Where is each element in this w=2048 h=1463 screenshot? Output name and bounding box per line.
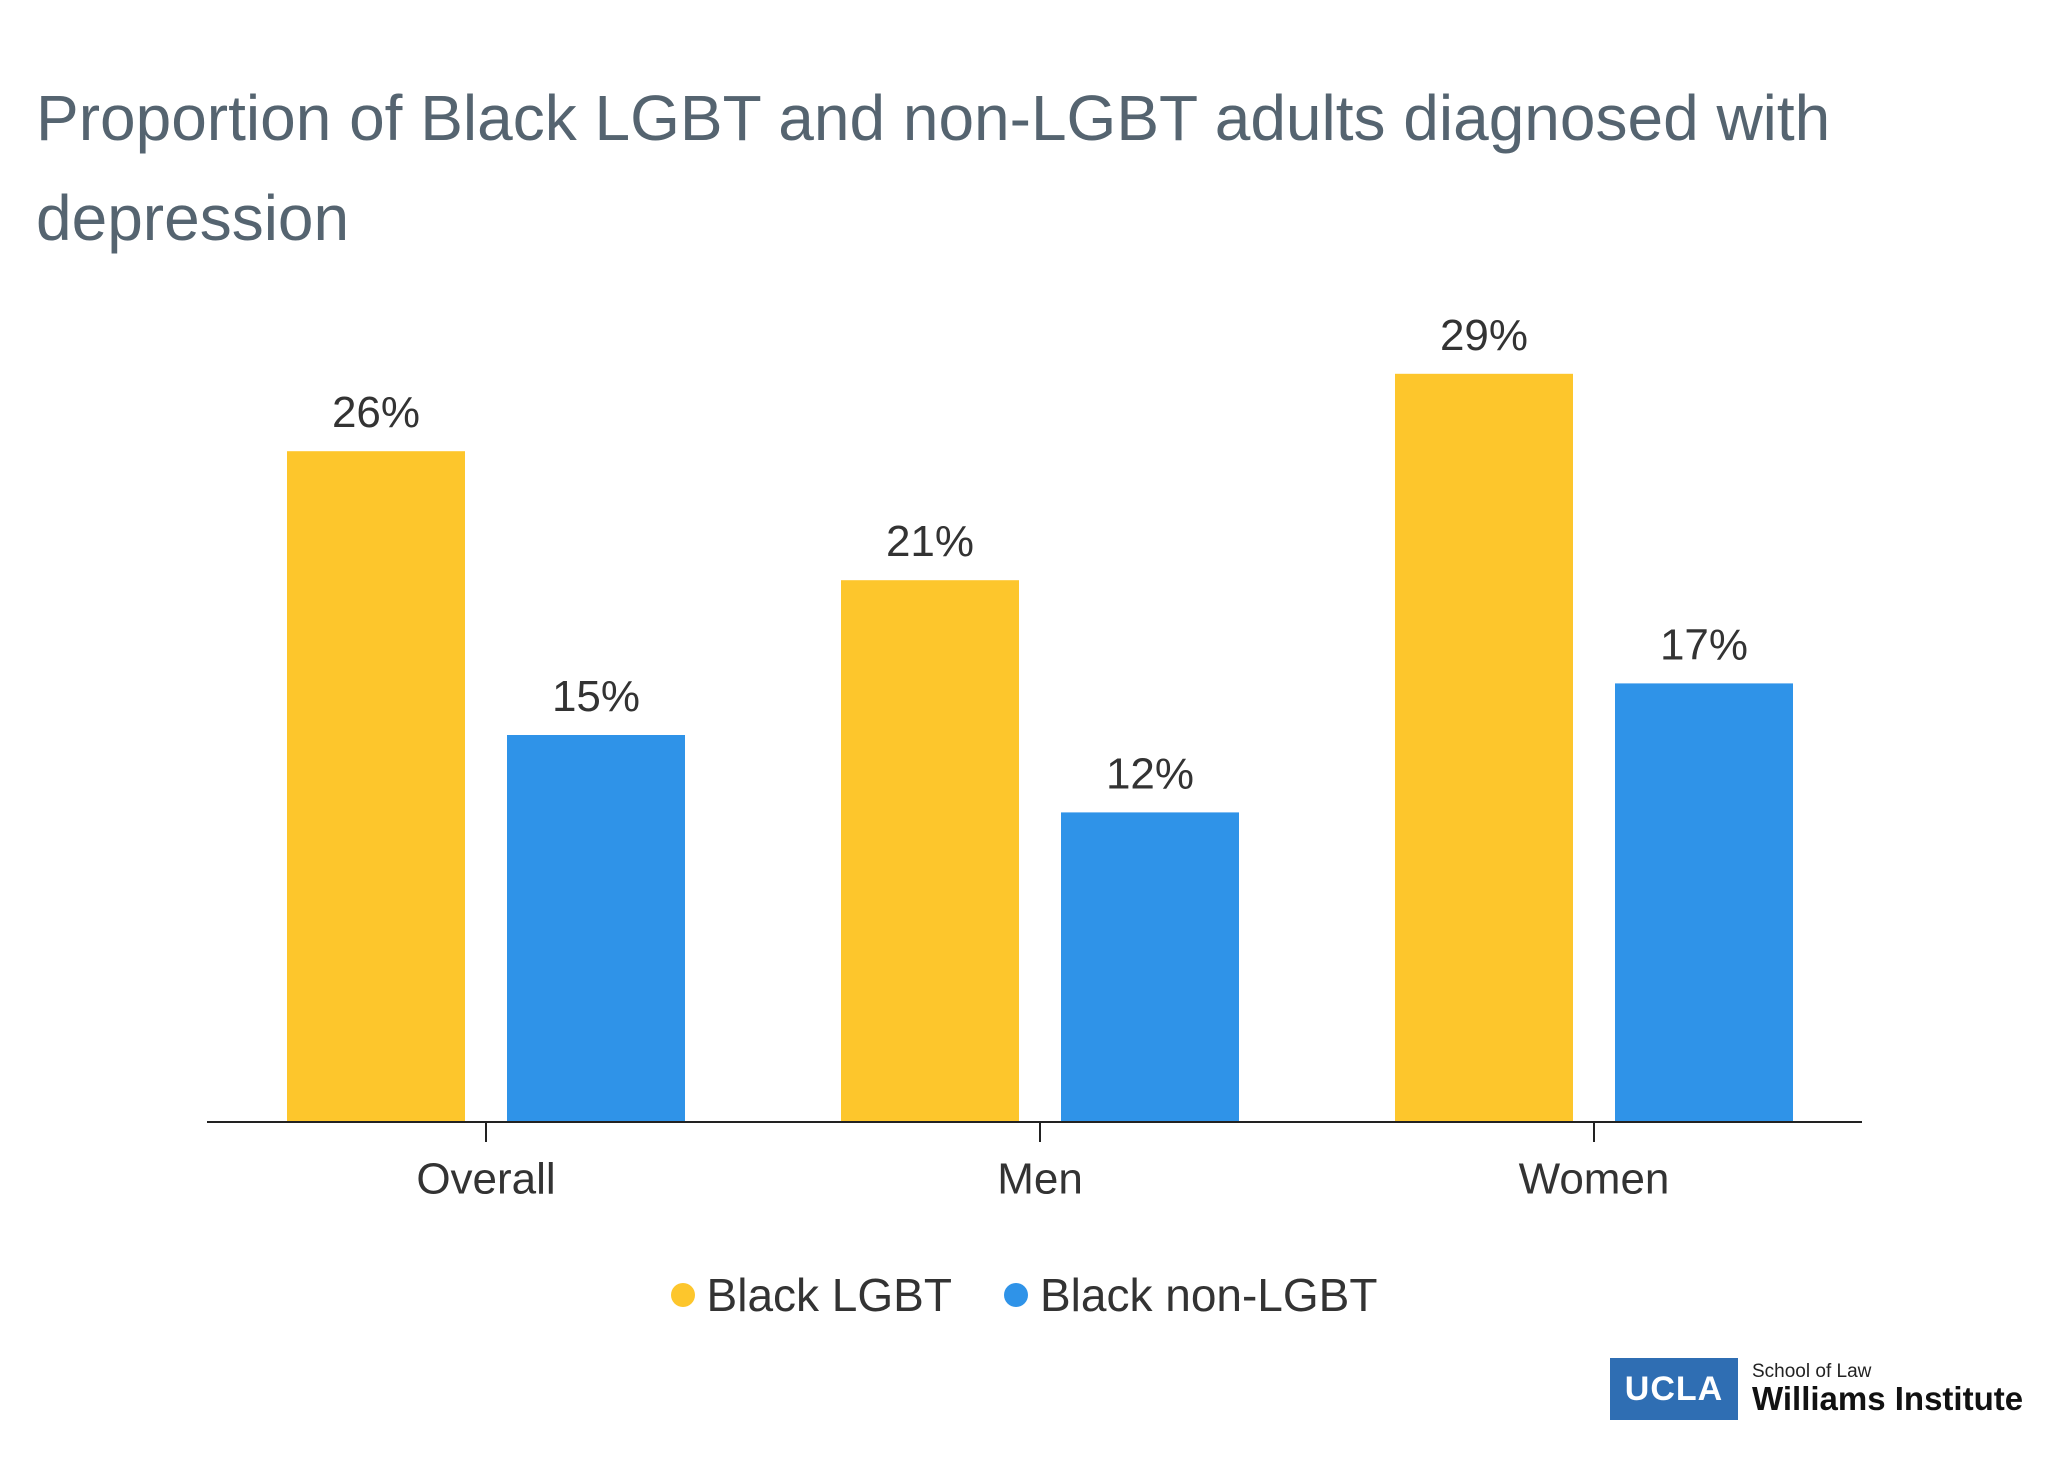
legend: Black LGBT Black non-LGBT — [0, 1268, 2048, 1322]
bar-overall-black-lgbt — [287, 451, 465, 1122]
data-label-overall-black-non-lgbt: 15% — [552, 672, 640, 721]
data-label-women-black-lgbt: 29% — [1440, 311, 1528, 360]
legend-swatch-black-non-lgbt — [1003, 1283, 1028, 1307]
chart-title: Proportion of Black LGBT and non-LGBT ad… — [36, 82, 1831, 254]
data-label-overall-black-lgbt: 26% — [332, 388, 420, 437]
x-tick-label-men: Men — [997, 1155, 1083, 1204]
legend-swatch-black-lgbt — [670, 1283, 695, 1307]
value-labels-layer: 26% 15% 21% 12% 29% 17% — [332, 311, 1748, 799]
ucla-williams-institute-logo: UCLA School of Law Williams Institute — [1610, 1358, 2023, 1420]
bar-men-black-non-lgbt — [1061, 812, 1239, 1122]
ucla-logo-box: UCLA — [1610, 1358, 1738, 1420]
data-label-men-black-non-lgbt: 12% — [1106, 749, 1194, 798]
x-tick-label-women: Women — [1519, 1155, 1670, 1204]
bar-men-black-lgbt — [841, 580, 1019, 1122]
bar-women-black-non-lgbt — [1615, 683, 1793, 1122]
ticks-layer: Overall Men Women — [416, 1122, 1669, 1204]
logo-subtitle: School of Law — [1752, 1360, 1872, 1382]
legend-item-black-non-lgbt: Black non-LGBT — [1003, 1268, 1378, 1322]
legend-label-black-lgbt: Black LGBT — [706, 1269, 952, 1321]
bar-women-black-lgbt — [1395, 373, 1573, 1122]
data-label-women-black-non-lgbt: 17% — [1660, 620, 1748, 669]
data-label-men-black-lgbt: 21% — [886, 517, 974, 566]
bar-overall-black-non-lgbt — [507, 735, 685, 1122]
x-tick-label-overall: Overall — [416, 1155, 555, 1204]
bars-layer — [287, 373, 1793, 1122]
logo-main-title: Williams Institute — [1752, 1379, 2024, 1417]
legend-item-black-lgbt: Black LGBT — [670, 1268, 952, 1322]
legend-label-black-non-lgbt: Black non-LGBT — [1039, 1269, 1378, 1321]
logo-text: School of Law Williams Institute — [1752, 1360, 2024, 1417]
